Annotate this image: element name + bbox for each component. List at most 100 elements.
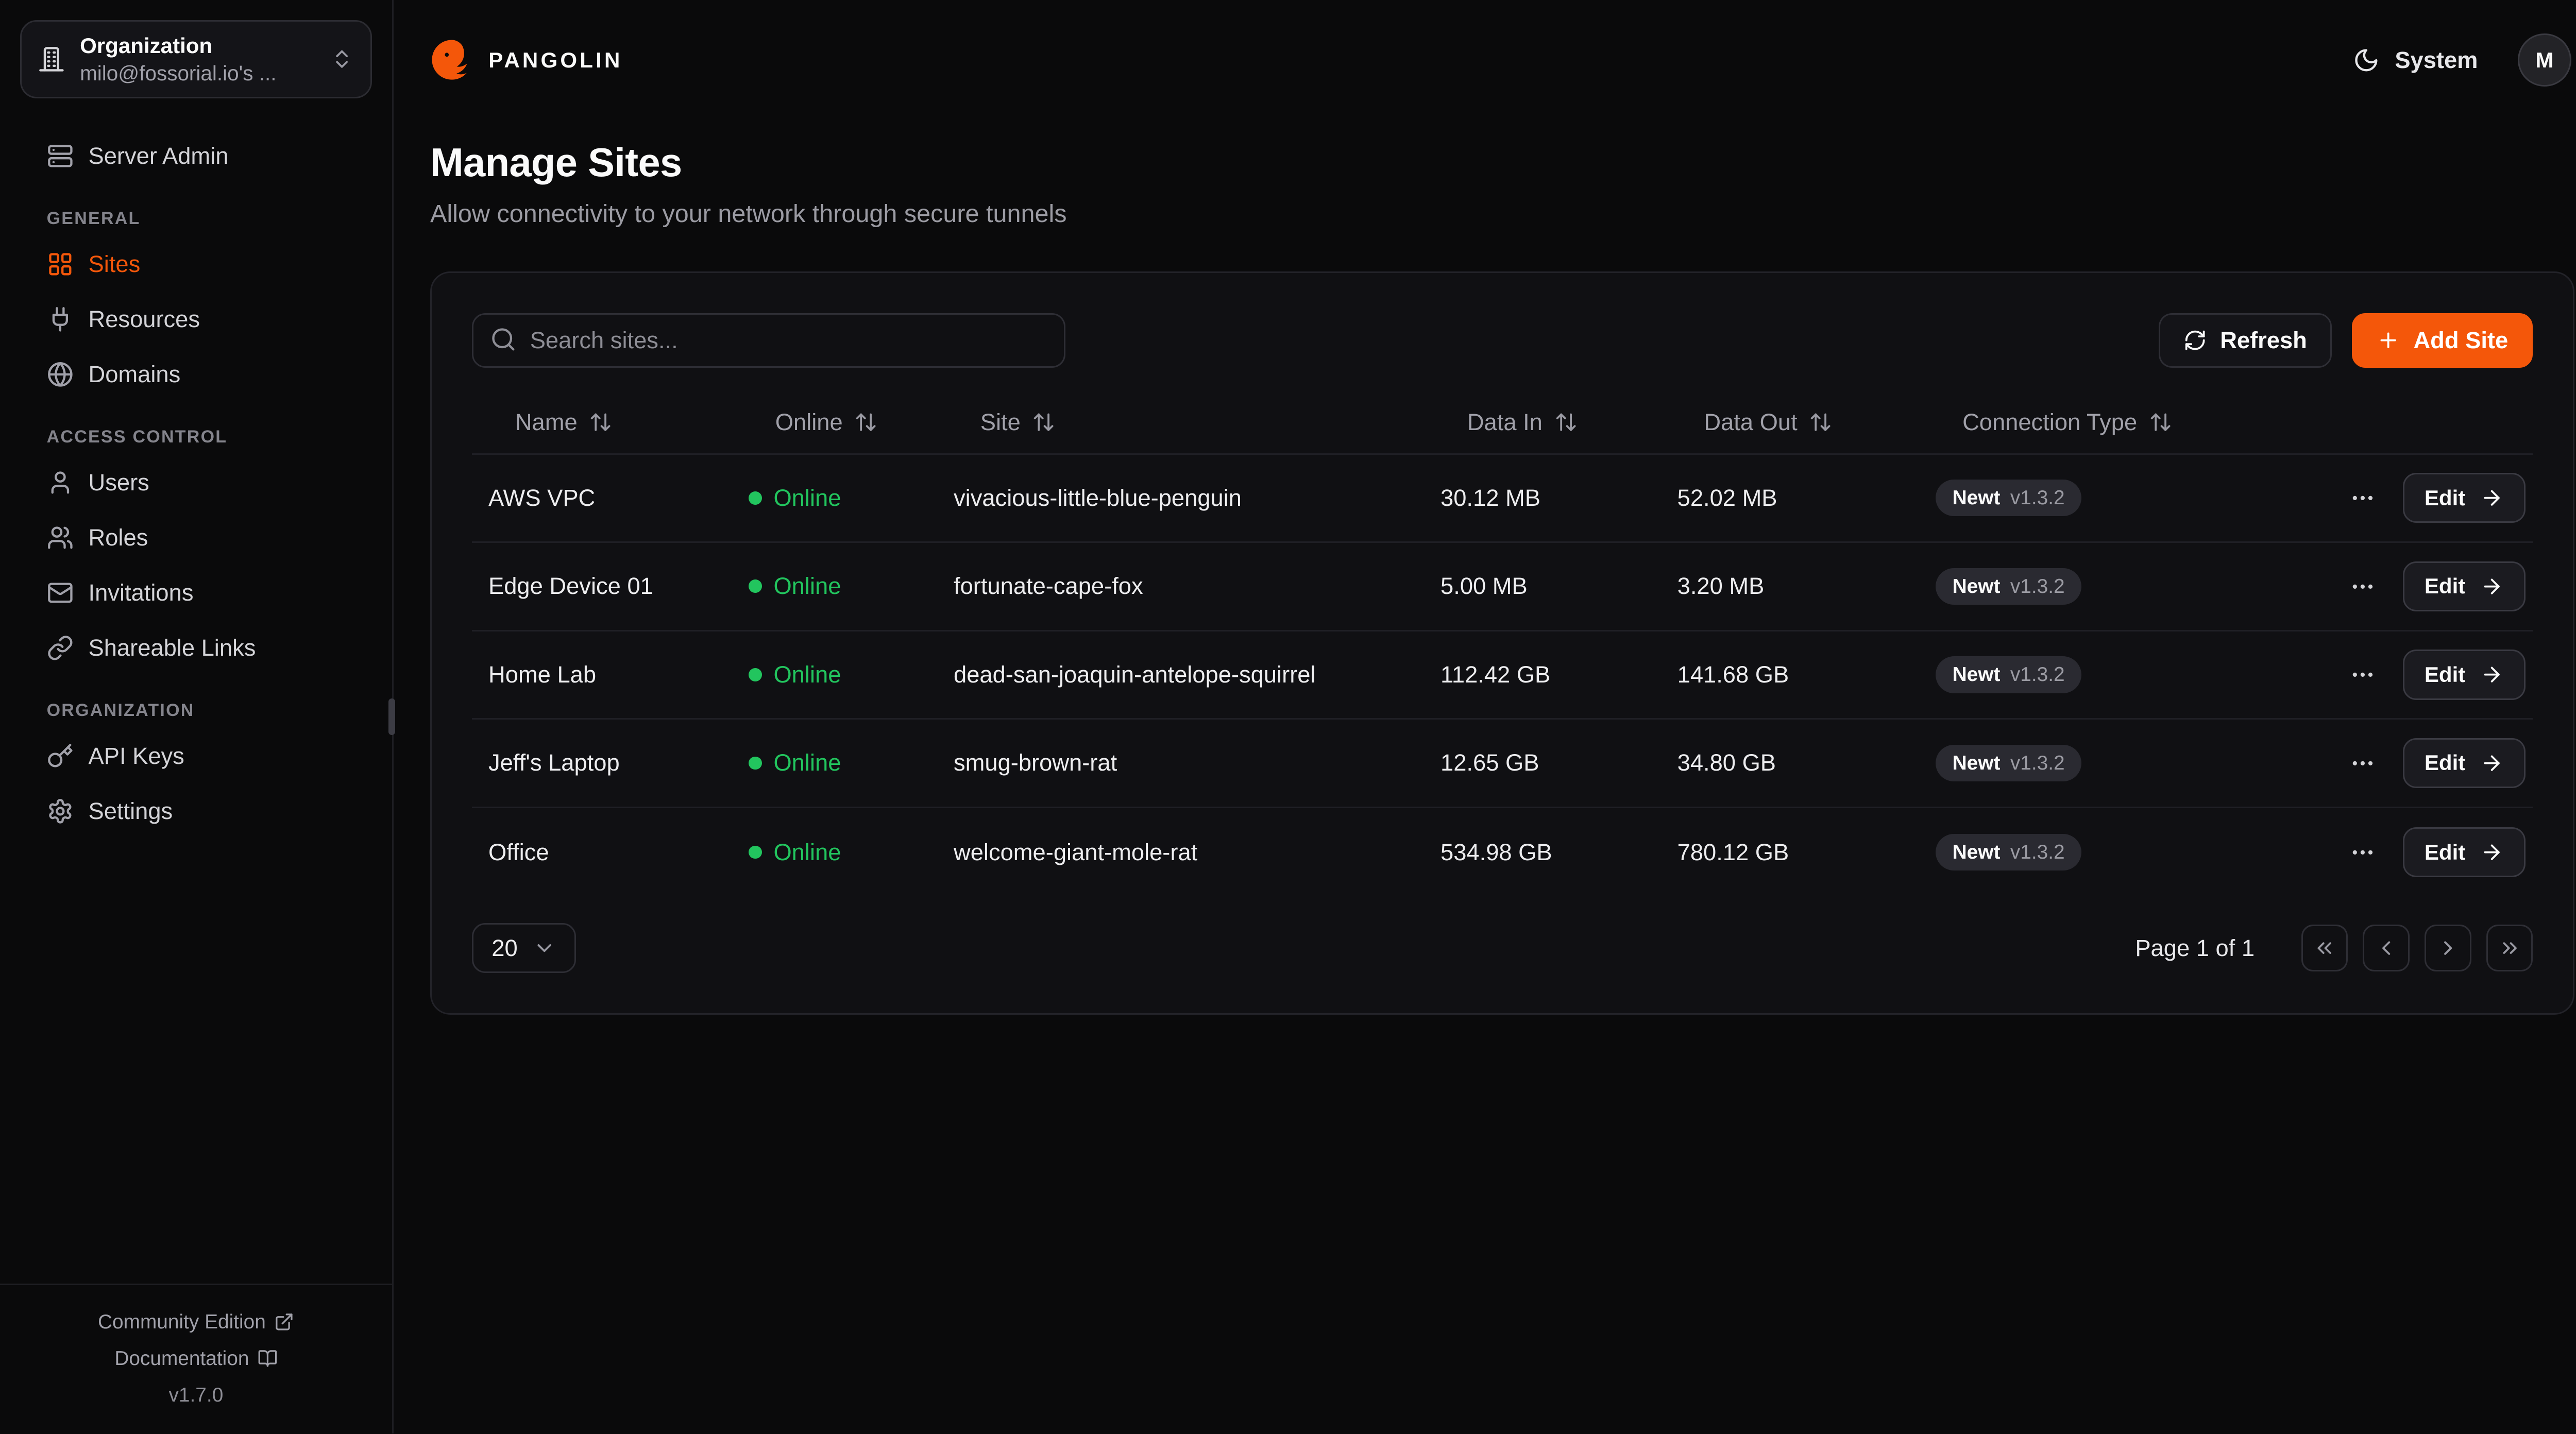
last-page-button[interactable] <box>2486 925 2533 971</box>
documentation-link[interactable]: Documentation <box>0 1340 392 1377</box>
section-label-general: GENERAL <box>46 208 141 228</box>
column-label: Name <box>515 408 578 435</box>
cell-data-in: 30.12 MB <box>1440 484 1540 511</box>
search-icon <box>490 326 517 353</box>
previous-page-button[interactable] <box>2363 925 2410 971</box>
edit-button[interactable]: Edit <box>2403 827 2526 878</box>
connection-type-badge: Newt v1.3.2 <box>1936 833 2081 871</box>
sidebar-item-shareable-links[interactable]: Shareable Links <box>20 620 372 675</box>
app-version: v1.7.0 <box>168 1384 224 1406</box>
sidebar-resize-handle[interactable] <box>388 698 396 736</box>
table-row: Jeff's Laptop Online smug-brown-rat 12.6… <box>471 720 2533 808</box>
plus-icon <box>2377 329 2400 352</box>
cell-edit: Edit <box>2403 473 2533 523</box>
arrow-right-icon <box>2480 575 2503 598</box>
arrow-right-icon <box>2480 486 2503 509</box>
ellipsis-icon <box>2349 573 2376 600</box>
online-status-label: Online <box>773 839 841 865</box>
theme-toggle-label: System <box>2395 46 2478 73</box>
arrow-right-icon <box>2480 663 2503 686</box>
online-status-dot <box>748 668 762 681</box>
user-icon <box>47 469 74 496</box>
chevron-right-icon <box>2436 936 2460 960</box>
edit-button[interactable]: Edit <box>2403 561 2526 611</box>
column-label: Data Out <box>1704 408 1798 435</box>
user-avatar[interactable]: M <box>2518 33 2571 87</box>
column-header-name[interactable]: Name <box>472 409 749 436</box>
sidebar-item-api-keys[interactable]: API Keys <box>20 729 372 784</box>
row-menu-button[interactable] <box>2343 478 2383 518</box>
edit-button[interactable]: Edit <box>2403 650 2526 700</box>
search-input[interactable] <box>471 313 1065 368</box>
connection-type-name: Newt <box>1952 663 2001 686</box>
sort-icon <box>854 411 877 434</box>
sidebar-item-settings[interactable]: Settings <box>20 784 372 839</box>
sidebar-item-label: Roles <box>88 524 148 551</box>
row-menu-button[interactable] <box>2343 655 2383 695</box>
ellipsis-icon <box>2349 750 2376 777</box>
cell-data-in: 112.42 GB <box>1440 661 1551 688</box>
table-row: Edge Device 01 Online fortunate-cape-fox… <box>471 543 2533 631</box>
gear-icon <box>47 798 74 825</box>
sidebar-item-sites[interactable]: Sites <box>20 237 372 292</box>
first-page-button[interactable] <box>2301 925 2348 971</box>
column-header-connection-type[interactable]: Connection Type <box>1936 409 2343 436</box>
row-menu-button[interactable] <box>2343 743 2383 783</box>
theme-toggle-button[interactable]: System <box>2343 45 2488 75</box>
sidebar: Organization milo@fossorial.io's ... Ser… <box>0 0 396 1434</box>
connection-type-badge: Newt v1.3.2 <box>1936 568 2081 605</box>
sidebar-item-invitations[interactable]: Invitations <box>20 565 372 620</box>
sidebar-item-domains[interactable]: Domains <box>20 347 372 402</box>
sidebar-item-label: Users <box>88 469 149 496</box>
cell-edit: Edit <box>2403 561 2533 611</box>
add-site-label: Add Site <box>2413 327 2509 353</box>
sidebar-item-label: Resources <box>88 305 200 332</box>
sidebar-item-users[interactable]: Users <box>20 455 372 510</box>
online-status-label: Online <box>773 484 841 511</box>
sidebar-item-resources[interactable]: Resources <box>20 292 372 347</box>
community-edition-link[interactable]: Community Edition <box>0 1304 392 1340</box>
table-footer: 20 Page 1 of 1 <box>471 923 2533 974</box>
pagination: Page 1 of 1 <box>2135 925 2533 971</box>
brand[interactable]: PANGOLIN <box>430 38 623 81</box>
column-header-data-out[interactable]: Data Out <box>1677 409 1936 436</box>
sidebar-nav: Server Admin GENERAL Sites Resources Dom… <box>0 118 392 839</box>
moon-icon <box>2353 47 2380 74</box>
refresh-button[interactable]: Refresh <box>2158 313 2332 368</box>
table-body: AWS VPC Online vivacious-little-blue-pen… <box>471 455 2533 897</box>
sidebar-footer: Community Edition Documentation v1.7.0 <box>0 1284 392 1433</box>
cell-online: Online <box>748 573 954 600</box>
connection-type-badge: Newt v1.3.2 <box>1936 480 2081 517</box>
sidebar-item-label: API Keys <box>88 743 184 770</box>
edit-button-label: Edit <box>2424 840 2466 864</box>
table-row: Home Lab Online dead-san-joaquin-antelop… <box>471 631 2533 720</box>
book-open-icon <box>258 1348 278 1369</box>
online-status-label: Online <box>773 661 841 688</box>
page-size-select[interactable]: 20 <box>471 923 576 974</box>
add-site-button[interactable]: Add Site <box>2351 313 2533 368</box>
connection-type-version: v1.3.2 <box>2010 575 2065 598</box>
building-icon <box>38 46 65 73</box>
column-label: Data In <box>1467 408 1543 435</box>
online-status-label: Online <box>773 749 841 776</box>
sort-icon <box>1032 411 1055 434</box>
connection-type-name: Newt <box>1952 487 2001 509</box>
edit-button-label: Edit <box>2424 485 2466 510</box>
cell-data-in: 5.00 MB <box>1440 573 1528 600</box>
next-page-button[interactable] <box>2425 925 2471 971</box>
page-size-value: 20 <box>492 934 518 961</box>
sidebar-item-label: Server Admin <box>88 142 229 169</box>
sidebar-item-server-admin[interactable]: Server Admin <box>20 128 372 183</box>
row-menu-button[interactable] <box>2343 567 2383 607</box>
edit-button[interactable]: Edit <box>2403 738 2526 789</box>
org-picker[interactable]: Organization milo@fossorial.io's ... <box>20 20 372 98</box>
column-header-online[interactable]: Online <box>749 409 954 436</box>
edit-button[interactable]: Edit <box>2403 473 2526 523</box>
cell-online: Online <box>748 839 954 866</box>
column-header-data-in[interactable]: Data In <box>1440 409 1677 436</box>
column-header-site[interactable]: Site <box>954 409 1440 436</box>
sidebar-item-roles[interactable]: Roles <box>20 510 372 566</box>
table-row: AWS VPC Online vivacious-little-blue-pen… <box>471 455 2533 543</box>
row-menu-button[interactable] <box>2343 832 2383 873</box>
cell-row-menu <box>2343 832 2403 873</box>
